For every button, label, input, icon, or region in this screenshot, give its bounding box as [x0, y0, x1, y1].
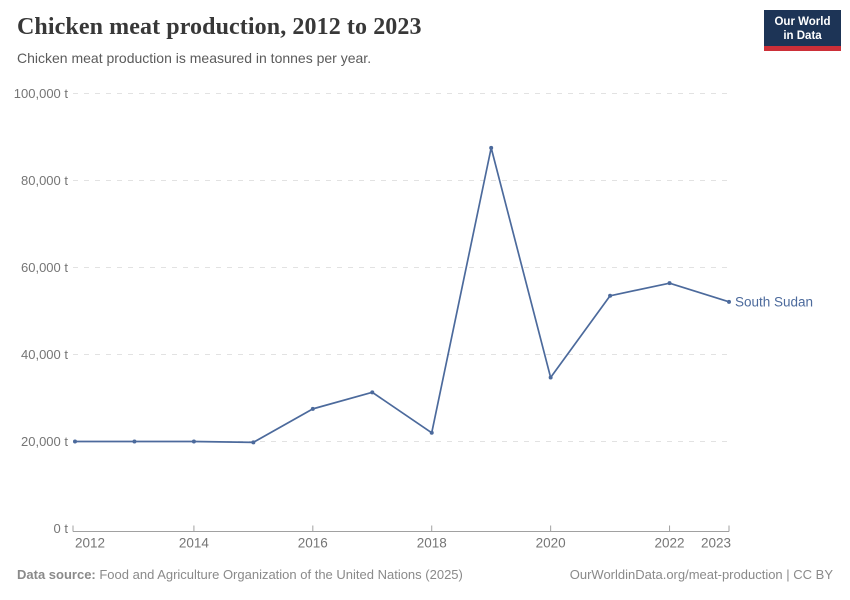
series-label: South Sudan [735, 294, 813, 309]
owid-logo-line1: Our World [774, 16, 831, 28]
y-tick-label: 40,000 t [21, 347, 68, 362]
data-point [489, 145, 494, 150]
data-point [548, 375, 553, 380]
x-tick-label: 2012 [75, 536, 105, 551]
x-tick-label: 2018 [417, 536, 447, 551]
data-point [667, 281, 672, 286]
y-tick-label: 80,000 t [21, 173, 68, 188]
x-tick-label: 2022 [655, 536, 685, 551]
credit-text: OurWorldinData.org/meat-production | CC … [569, 567, 833, 582]
data-point [251, 440, 256, 445]
data-point [370, 390, 375, 395]
x-tick-label: 2016 [298, 536, 328, 551]
x-tick-label: 2023 [701, 536, 731, 551]
data-source-value: Food and Agriculture Organization of the… [95, 567, 463, 582]
data-point [191, 439, 196, 444]
x-tick-label: 2014 [179, 536, 210, 551]
data-point [132, 439, 137, 444]
y-tick-label: 60,000 t [21, 260, 68, 275]
data-source-label: Data source: [17, 567, 96, 582]
owid-logo: Our World in Data [764, 10, 841, 51]
page-title: Chicken meat production, 2012 to 2023 [17, 14, 422, 40]
chart-footer: Data source: Food and Agriculture Organi… [17, 567, 833, 582]
data-line [74, 147, 730, 444]
data-point [429, 430, 434, 435]
data-point [73, 439, 77, 444]
data-point [727, 299, 731, 304]
chart-subtitle: Chicken meat production is measured in t… [17, 50, 372, 66]
data-point [310, 406, 315, 411]
data-source-text: Data source: Food and Agriculture Organi… [17, 567, 463, 582]
owid-logo-line2: in Data [783, 30, 822, 42]
x-tick-label: 2020 [536, 536, 566, 551]
y-tick-label: 0 t [54, 521, 69, 536]
data-point [608, 293, 613, 298]
y-tick-label: 20,000 t [21, 434, 68, 449]
y-tick-label: 100,000 t [14, 86, 69, 101]
